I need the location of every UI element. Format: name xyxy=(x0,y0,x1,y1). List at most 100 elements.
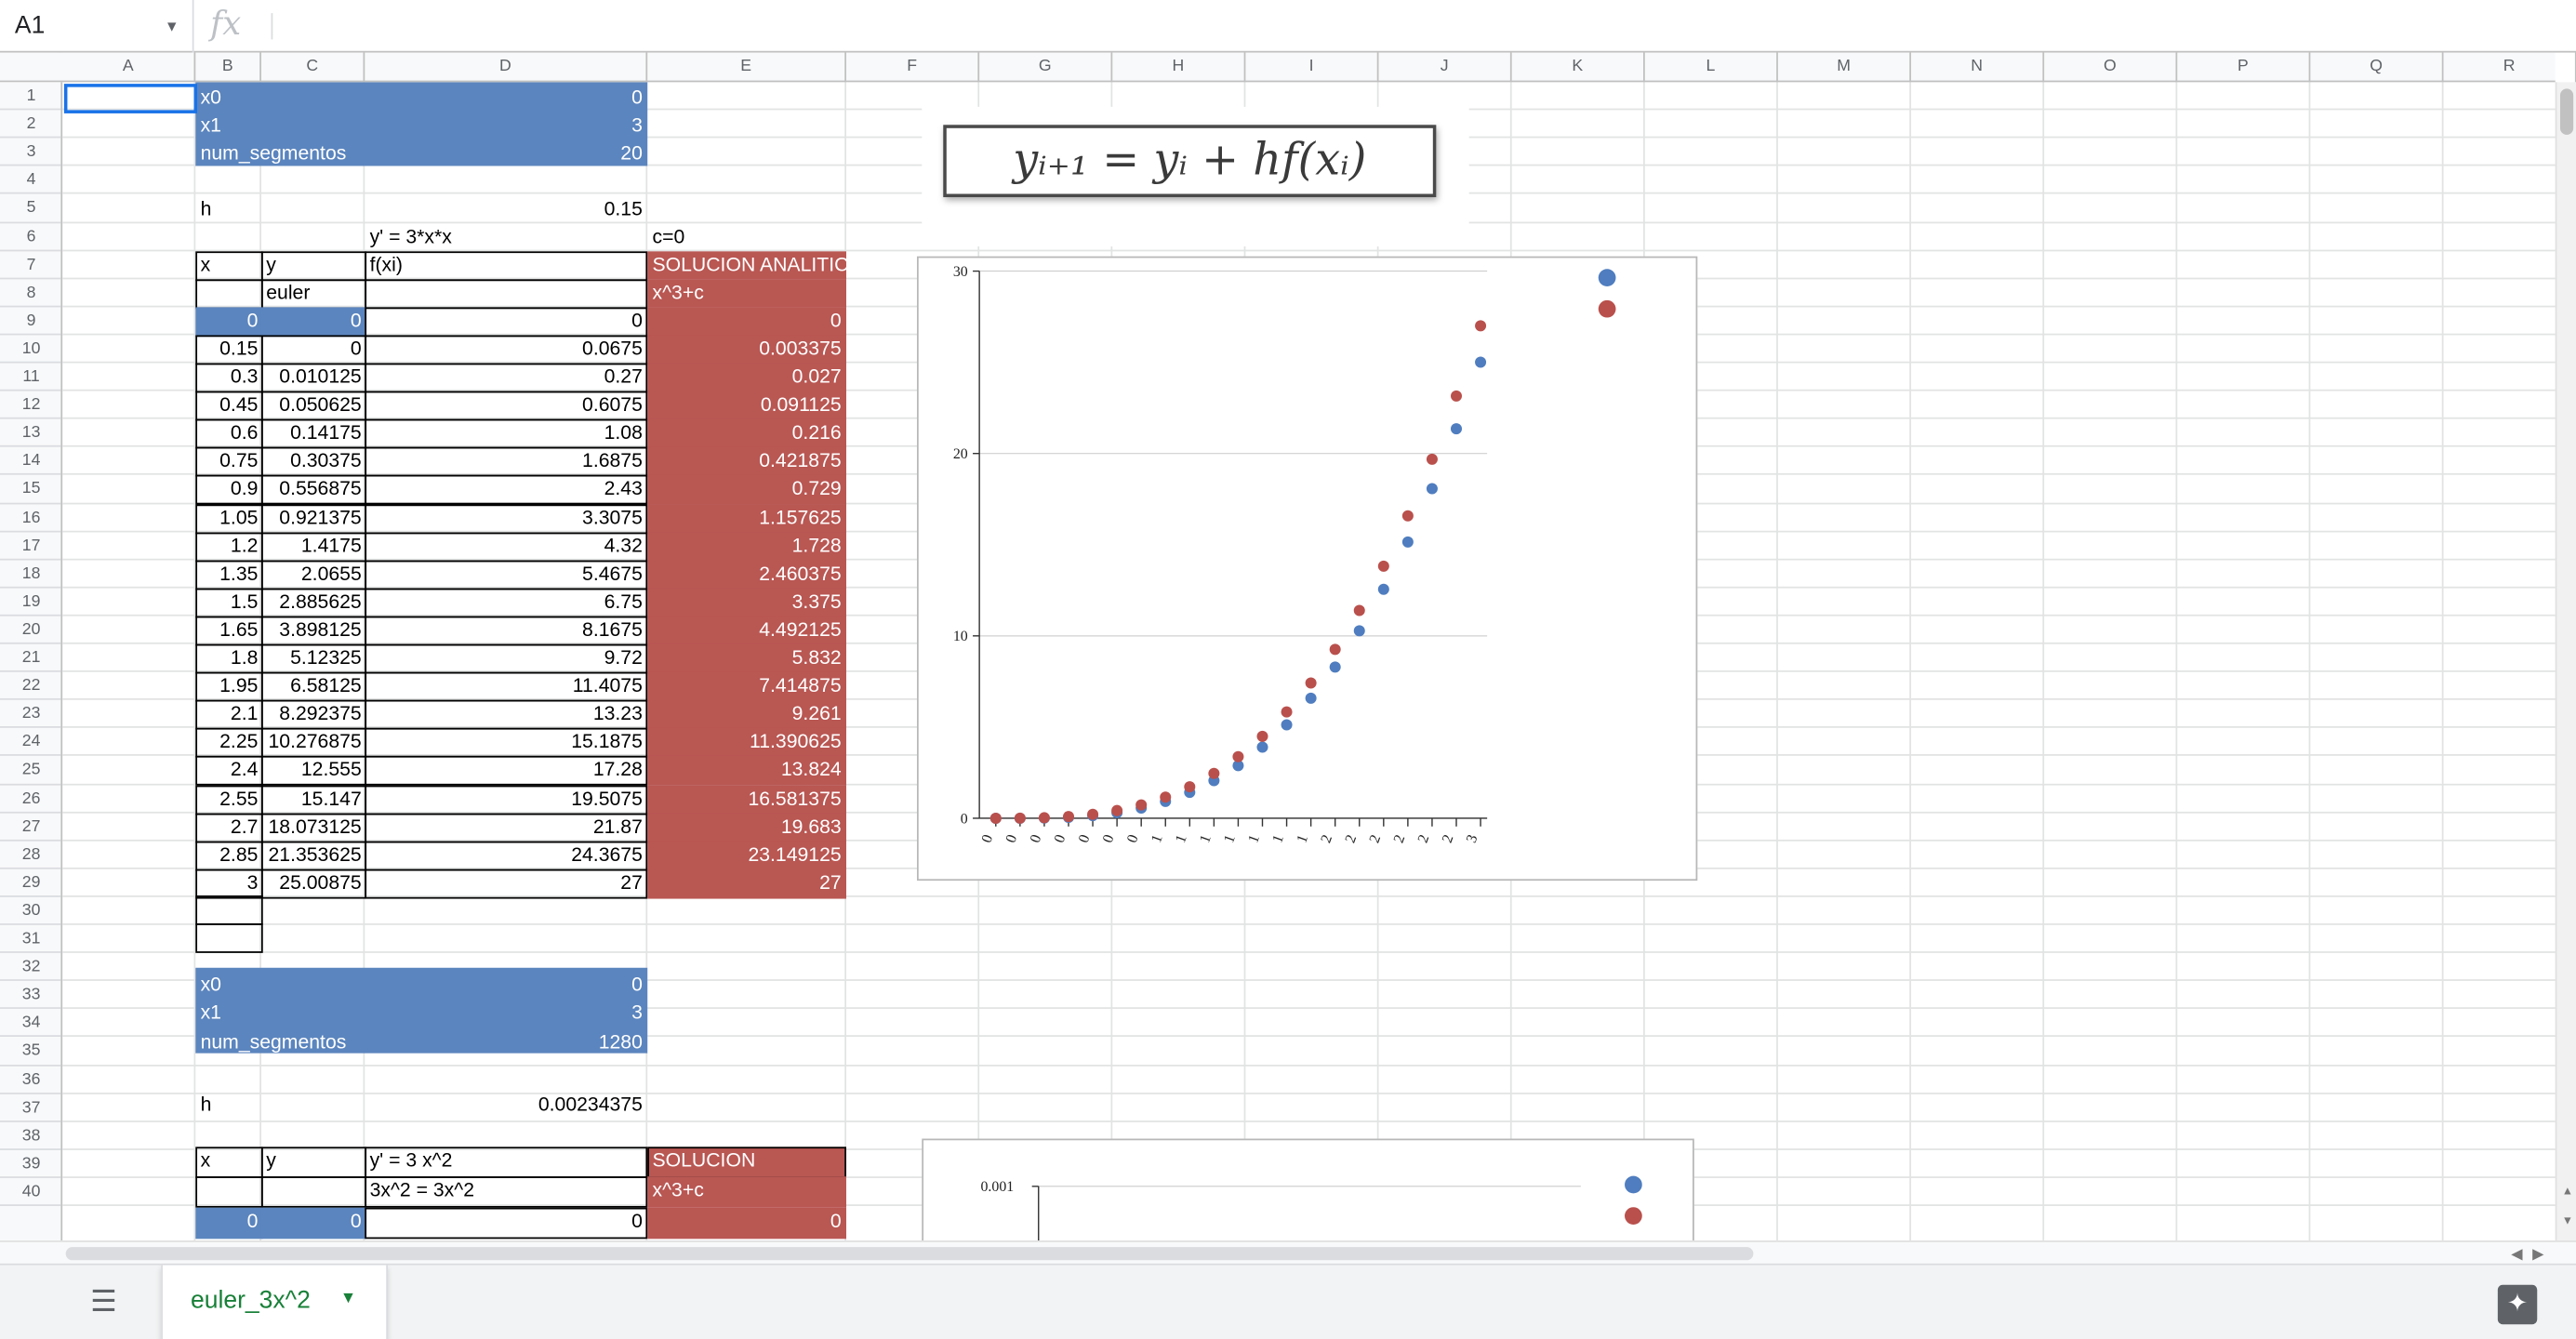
row-header-7[interactable]: 7 xyxy=(0,251,61,280)
table1-cell-y[interactable]: 2.885625 xyxy=(260,588,367,618)
table1-cell-fxi[interactable]: 0.27 xyxy=(365,363,648,393)
cell-h-label-2[interactable]: h xyxy=(200,1093,212,1116)
cell-x1-value-2[interactable]: 3 xyxy=(631,1001,643,1024)
table1-cell-y[interactable]: 12.555 xyxy=(260,755,367,786)
table1-cell-analitica[interactable]: 23.149125 xyxy=(647,841,847,871)
table1-cell-analitica[interactable]: 4.492125 xyxy=(647,616,847,646)
table1-cell-analitica[interactable]: 0.003375 xyxy=(647,335,847,365)
scroll-left-right-icon[interactable]: ◀▶ xyxy=(2511,1245,2554,1263)
table1-cell-fxi[interactable]: 11.4075 xyxy=(365,671,648,702)
cell-x1-label-2[interactable]: x1 xyxy=(200,1001,221,1024)
cell-hdr-x[interactable]: x xyxy=(195,251,263,282)
table1-cell-y[interactable]: 0.556875 xyxy=(260,474,367,505)
row-header-19[interactable]: 19 xyxy=(0,589,61,616)
column-header-k[interactable]: K xyxy=(1512,52,1645,83)
row-header-13[interactable]: 13 xyxy=(0,419,61,447)
cell-c40[interactable]: 0 xyxy=(260,1207,367,1240)
cell-nseg-label[interactable]: num_segmentos xyxy=(200,140,347,165)
table1-cell-analitica[interactable]: 11.390625 xyxy=(647,727,847,758)
table1-cell-fxi[interactable]: 24.3675 xyxy=(365,841,648,871)
cell-hdr-ode2-2[interactable]: 3x^2 = 3x^2 xyxy=(365,1176,648,1208)
table1-cell-x[interactable]: 2.25 xyxy=(195,727,263,758)
cell-b40[interactable]: 0 xyxy=(195,1207,263,1240)
table1-cell-y[interactable]: 10.276875 xyxy=(260,727,367,758)
table1-cell-y[interactable]: 0.14175 xyxy=(260,418,367,449)
table1-cell-analitica[interactable]: 0.421875 xyxy=(647,446,847,477)
table1-cell-y[interactable]: 2.0655 xyxy=(260,560,367,590)
row-header-8[interactable]: 8 xyxy=(0,279,61,308)
column-header-i[interactable]: I xyxy=(1245,52,1379,83)
cell-nseg-label-2[interactable]: num_segmentos xyxy=(200,1029,347,1054)
row-header-34[interactable]: 34 xyxy=(0,1009,61,1037)
cell-d40[interactable]: 0 xyxy=(365,1207,648,1240)
cell-hdr-formula-2[interactable]: x^3+c xyxy=(647,1176,847,1208)
table1-cell-fxi[interactable]: 5.4675 xyxy=(365,560,648,590)
cell-c-label[interactable]: c=0 xyxy=(652,225,685,248)
column-header-d[interactable]: D xyxy=(365,52,648,83)
cell-blank-fxi[interactable] xyxy=(365,279,648,310)
table1-cell-fxi[interactable]: 4.32 xyxy=(365,532,648,563)
row-header-9[interactable]: 9 xyxy=(0,307,61,336)
table1-cell-fxi[interactable]: 21.87 xyxy=(365,813,648,843)
table1-cell-analitica[interactable]: 5.832 xyxy=(647,643,847,674)
table1-cell-analitica[interactable]: 0.729 xyxy=(647,474,847,505)
cell-hdr-solucion[interactable]: SOLUCION ANALITICA xyxy=(647,251,847,280)
row-header-10[interactable]: 10 xyxy=(0,335,61,364)
column-header-f[interactable]: F xyxy=(846,52,980,83)
table1-cell-y[interactable]: 0.30375 xyxy=(260,446,367,477)
column-header-c[interactable]: C xyxy=(261,52,365,83)
row-header-26[interactable]: 26 xyxy=(0,786,61,814)
column-header-e[interactable]: E xyxy=(647,52,847,83)
row-header-39[interactable]: 39 xyxy=(0,1150,61,1178)
column-header-o[interactable]: O xyxy=(2044,52,2178,83)
table1-cell-fxi[interactable]: 17.28 xyxy=(365,755,648,786)
vertical-scrollbar[interactable]: ▲ ▼ xyxy=(2555,82,2576,1241)
cell-h-value[interactable]: 0.15 xyxy=(604,197,643,220)
cell-hdr-formula[interactable]: x^3+c xyxy=(647,279,847,308)
column-header-h[interactable]: H xyxy=(1112,52,1246,83)
table1-cell-x[interactable]: 1.8 xyxy=(195,643,263,674)
table1-cell-analitica[interactable]: 0.091125 xyxy=(647,391,847,421)
chevron-down-icon[interactable]: ▼ xyxy=(339,1290,357,1308)
vertical-scroll-thumb[interactable] xyxy=(2559,88,2574,135)
cell-hdr-y[interactable]: y xyxy=(260,251,367,282)
column-header-l[interactable]: L xyxy=(1645,52,1778,83)
row-header-37[interactable]: 37 xyxy=(0,1094,61,1122)
table1-cell-x[interactable]: 2.85 xyxy=(195,841,263,871)
table1-cell-fxi[interactable]: 8.1675 xyxy=(365,616,648,646)
column-header-g[interactable]: G xyxy=(979,52,1113,83)
row-header-24[interactable]: 24 xyxy=(0,728,61,756)
cell-x1-value[interactable]: 3 xyxy=(631,113,643,137)
table1-cell-analitica[interactable]: 0.027 xyxy=(647,363,847,393)
table1-cell-analitica[interactable]: 16.581375 xyxy=(647,785,847,815)
table1-cell-x[interactable]: 2.55 xyxy=(195,785,263,815)
row-header-28[interactable]: 28 xyxy=(0,842,61,869)
table1-cell-fxi[interactable]: 27 xyxy=(365,868,648,899)
row-header-23[interactable]: 23 xyxy=(0,700,61,728)
table1-cell-fxi[interactable]: 15.1875 xyxy=(365,727,648,758)
table1-cell-analitica[interactable]: 2.460375 xyxy=(647,560,847,590)
table1-cell-analitica[interactable]: 0.216 xyxy=(647,418,847,449)
column-header-p[interactable]: P xyxy=(2177,52,2311,83)
table1-cell-analitica[interactable]: 1.728 xyxy=(647,532,847,563)
row-header-32[interactable]: 32 xyxy=(0,953,61,981)
table1-cell-analitica[interactable]: 7.414875 xyxy=(647,671,847,702)
table1-cell-fxi[interactable]: 19.5075 xyxy=(365,785,648,815)
table1-cell-x[interactable]: 1.35 xyxy=(195,560,263,590)
row-header-1[interactable]: 1 xyxy=(0,82,61,111)
column-header-j[interactable]: J xyxy=(1379,52,1512,83)
table1-cell-y[interactable]: 3.898125 xyxy=(260,616,367,646)
scatter-chart-1[interactable]: 0 10 20 30 0 0 0 0 0 0 0 1 1 1 1 1 1 1 2 2 2 2 2 2 3 xyxy=(916,256,1698,882)
table1-cell-analitica[interactable]: 13.824 xyxy=(647,755,847,786)
table1-cell-analitica[interactable]: 27 xyxy=(647,868,847,899)
table1-cell-x[interactable]: 1.05 xyxy=(195,504,263,535)
cell-e40[interactable]: 0 xyxy=(647,1207,847,1240)
cell-x0-label-2[interactable]: x0 xyxy=(200,973,221,996)
cell-h-value-2[interactable]: 0.00234375 xyxy=(538,1093,643,1116)
table1-cell-analitica[interactable]: 0 xyxy=(647,307,847,338)
column-header-m[interactable]: M xyxy=(1778,52,1912,83)
row-header-12[interactable]: 12 xyxy=(0,391,61,419)
table1-cell-x[interactable]: 1.2 xyxy=(195,532,263,563)
table1-cell-x[interactable]: 1.5 xyxy=(195,588,263,618)
row-header-6[interactable]: 6 xyxy=(0,223,61,252)
